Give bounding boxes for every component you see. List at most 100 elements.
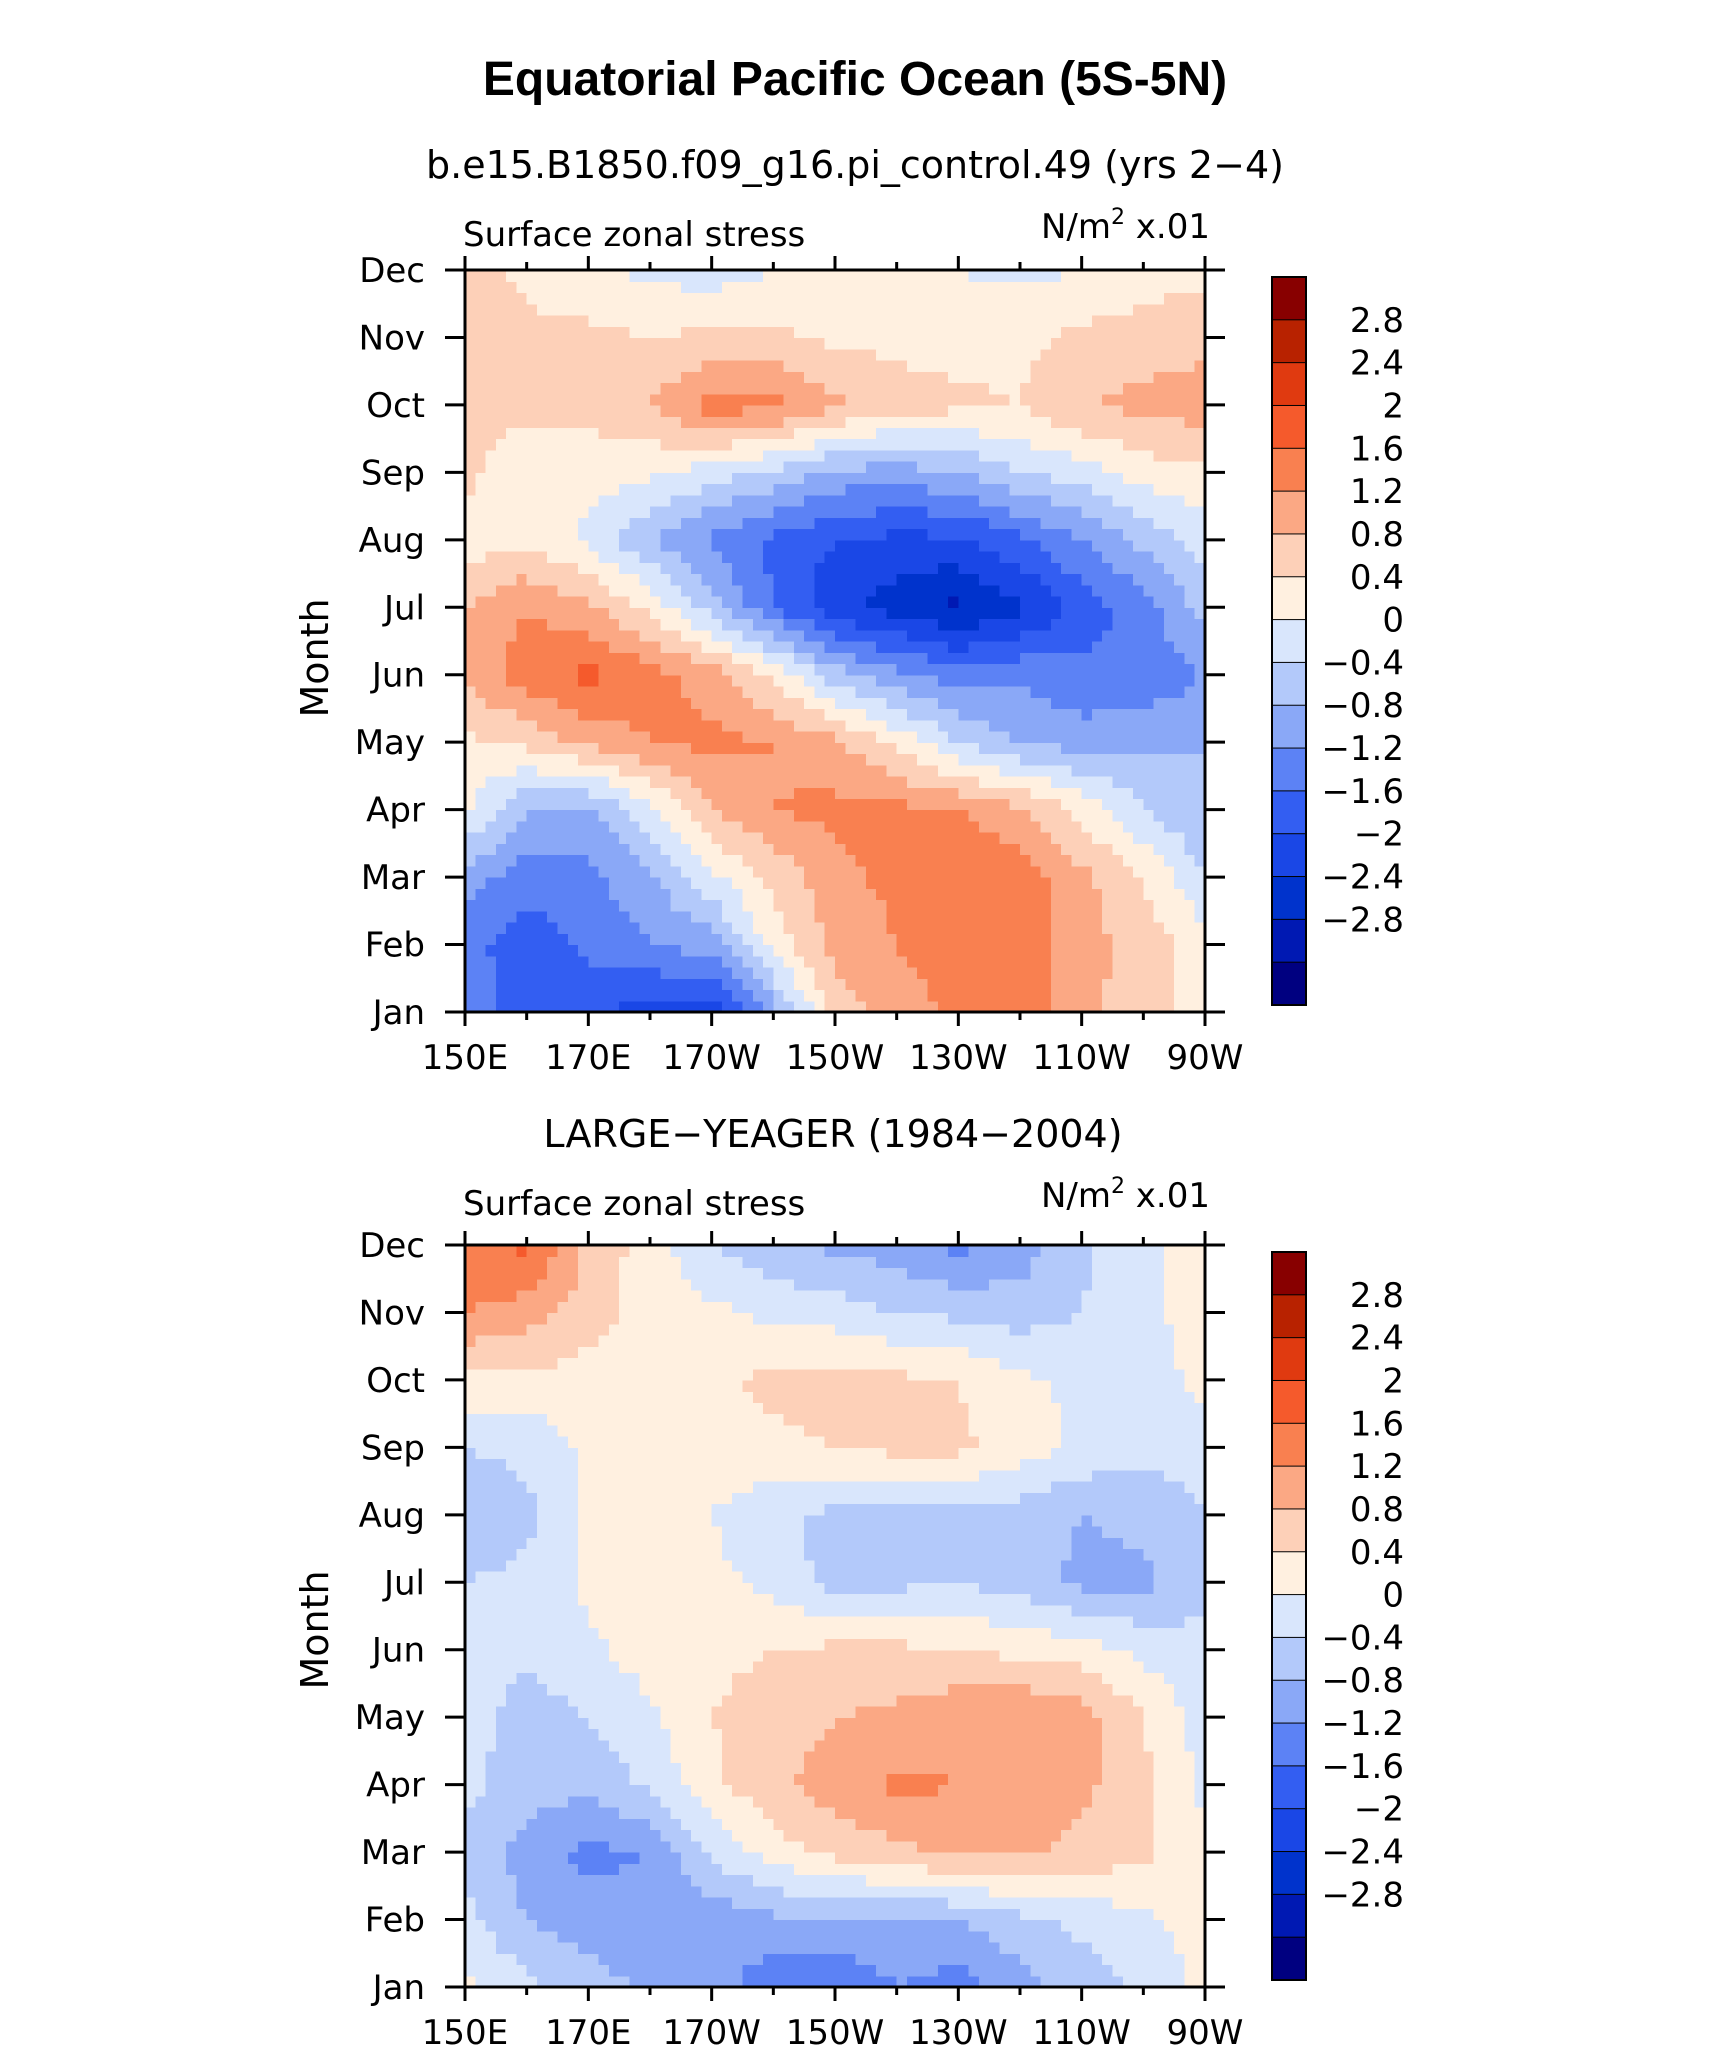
heatmap-cell — [578, 719, 589, 732]
heatmap-cell — [1091, 596, 1103, 608]
heatmap-cell — [1163, 506, 1175, 518]
heatmap-cell — [1081, 494, 1093, 507]
heatmap-cell — [1153, 719, 1165, 732]
heatmap-cell — [711, 292, 723, 305]
heatmap-cell — [752, 607, 764, 620]
heatmap-cell — [547, 820, 559, 833]
heatmap-cell — [516, 517, 528, 530]
heatmap-cell — [639, 449, 651, 462]
heatmap-cell — [1143, 944, 1155, 957]
heatmap-cell — [567, 596, 579, 608]
heatmap-cell — [1020, 641, 1031, 653]
colorbar-label: −0.4 — [1321, 643, 1404, 683]
heatmap-cell — [691, 472, 702, 485]
heatmap-cell — [906, 742, 918, 755]
heatmap-cell — [783, 955, 795, 968]
heatmap-cell — [793, 359, 805, 372]
heatmap-cell — [1122, 337, 1134, 350]
heatmap-cell — [1081, 910, 1093, 923]
heatmap-cell — [773, 528, 785, 541]
heatmap-cell — [1030, 922, 1042, 934]
heatmap-cell — [886, 584, 898, 597]
heatmap-cell — [865, 528, 877, 541]
heatmap-cell — [670, 697, 682, 710]
heatmap-cell — [917, 427, 929, 440]
heatmap-cell — [1020, 663, 1031, 676]
heatmap-cell — [896, 494, 908, 507]
heatmap-cell — [619, 775, 631, 788]
heatmap-cell — [1184, 371, 1196, 384]
heatmap-cell — [650, 989, 661, 1002]
heatmap-cell — [1020, 629, 1031, 642]
heatmap-cell — [557, 719, 569, 732]
heatmap-cell — [999, 899, 1011, 912]
heatmap-cell — [485, 449, 497, 462]
heatmap-cell — [721, 584, 733, 597]
heatmap-cell — [721, 719, 733, 732]
heatmap-cell — [835, 292, 846, 305]
heatmap-cell — [1194, 809, 1206, 822]
heatmap-cell — [1133, 730, 1144, 743]
heatmap-cell — [578, 641, 589, 653]
heatmap-cell — [557, 865, 569, 878]
heatmap-cell — [639, 393, 651, 406]
heatmap-cell — [783, 618, 795, 631]
heatmap-cell — [1174, 607, 1186, 620]
heatmap-cell — [1133, 472, 1144, 485]
heatmap-cell — [619, 371, 631, 384]
heatmap-cell — [855, 641, 867, 653]
heatmap-cell — [989, 1000, 1001, 1013]
heatmap-cell — [937, 674, 949, 687]
heatmap-cell — [1061, 506, 1072, 518]
heatmap-cell — [619, 438, 631, 451]
heatmap-cell — [742, 562, 754, 575]
heatmap-cell — [917, 539, 929, 552]
heatmap-cell — [536, 854, 548, 867]
heatmap-cell — [886, 562, 898, 575]
heatmap-cell — [999, 708, 1011, 721]
heatmap-cell — [824, 348, 836, 361]
heatmap-cells — [465, 270, 1206, 1013]
heatmap-cell — [547, 337, 559, 350]
heatmap-cell — [886, 674, 898, 687]
heatmap-cell — [968, 854, 980, 867]
heatmap-cell — [865, 596, 877, 608]
heatmap-cell — [855, 539, 867, 552]
heatmap-cell — [845, 674, 857, 687]
heatmap-cell — [506, 314, 517, 327]
heatmap-cell — [752, 922, 764, 934]
heatmap-cell — [927, 697, 939, 710]
heatmap-cell — [978, 551, 990, 563]
heatmap-cell — [1174, 584, 1186, 597]
heatmap-cell — [814, 910, 826, 923]
heatmap-cell — [1020, 596, 1031, 608]
heatmap-cell — [876, 899, 887, 912]
heatmap-cell — [629, 573, 641, 586]
heatmap-cell — [917, 641, 929, 653]
heatmap-cell — [1133, 506, 1144, 518]
heatmap-cell — [917, 584, 929, 597]
heatmap-cell — [896, 1964, 908, 1977]
heatmap-cell — [680, 348, 692, 361]
heatmap-cell — [732, 551, 744, 563]
heatmap-cell — [578, 494, 589, 507]
heatmap-cell — [1009, 719, 1021, 732]
heatmap-cell — [1184, 787, 1196, 799]
heatmap-cell — [1030, 584, 1042, 597]
heatmap-cell — [835, 910, 846, 923]
heatmap-cell — [865, 618, 877, 631]
heatmap-cell — [475, 708, 487, 721]
heatmap-cell — [680, 281, 692, 294]
heatmap-cell — [804, 326, 816, 339]
heatmap-cell — [608, 888, 620, 901]
heatmap-cell — [588, 730, 600, 743]
heatmap-cell — [526, 1964, 538, 1977]
heatmap-cell — [937, 685, 949, 698]
heatmap-cell — [1071, 449, 1083, 462]
heatmap-cell — [1009, 922, 1021, 934]
heatmap-cell — [1194, 798, 1206, 811]
heatmap-cell — [906, 719, 918, 732]
heatmap-cell — [917, 652, 929, 665]
heatmap-cell — [557, 393, 569, 406]
heatmap-cell — [1081, 573, 1093, 586]
